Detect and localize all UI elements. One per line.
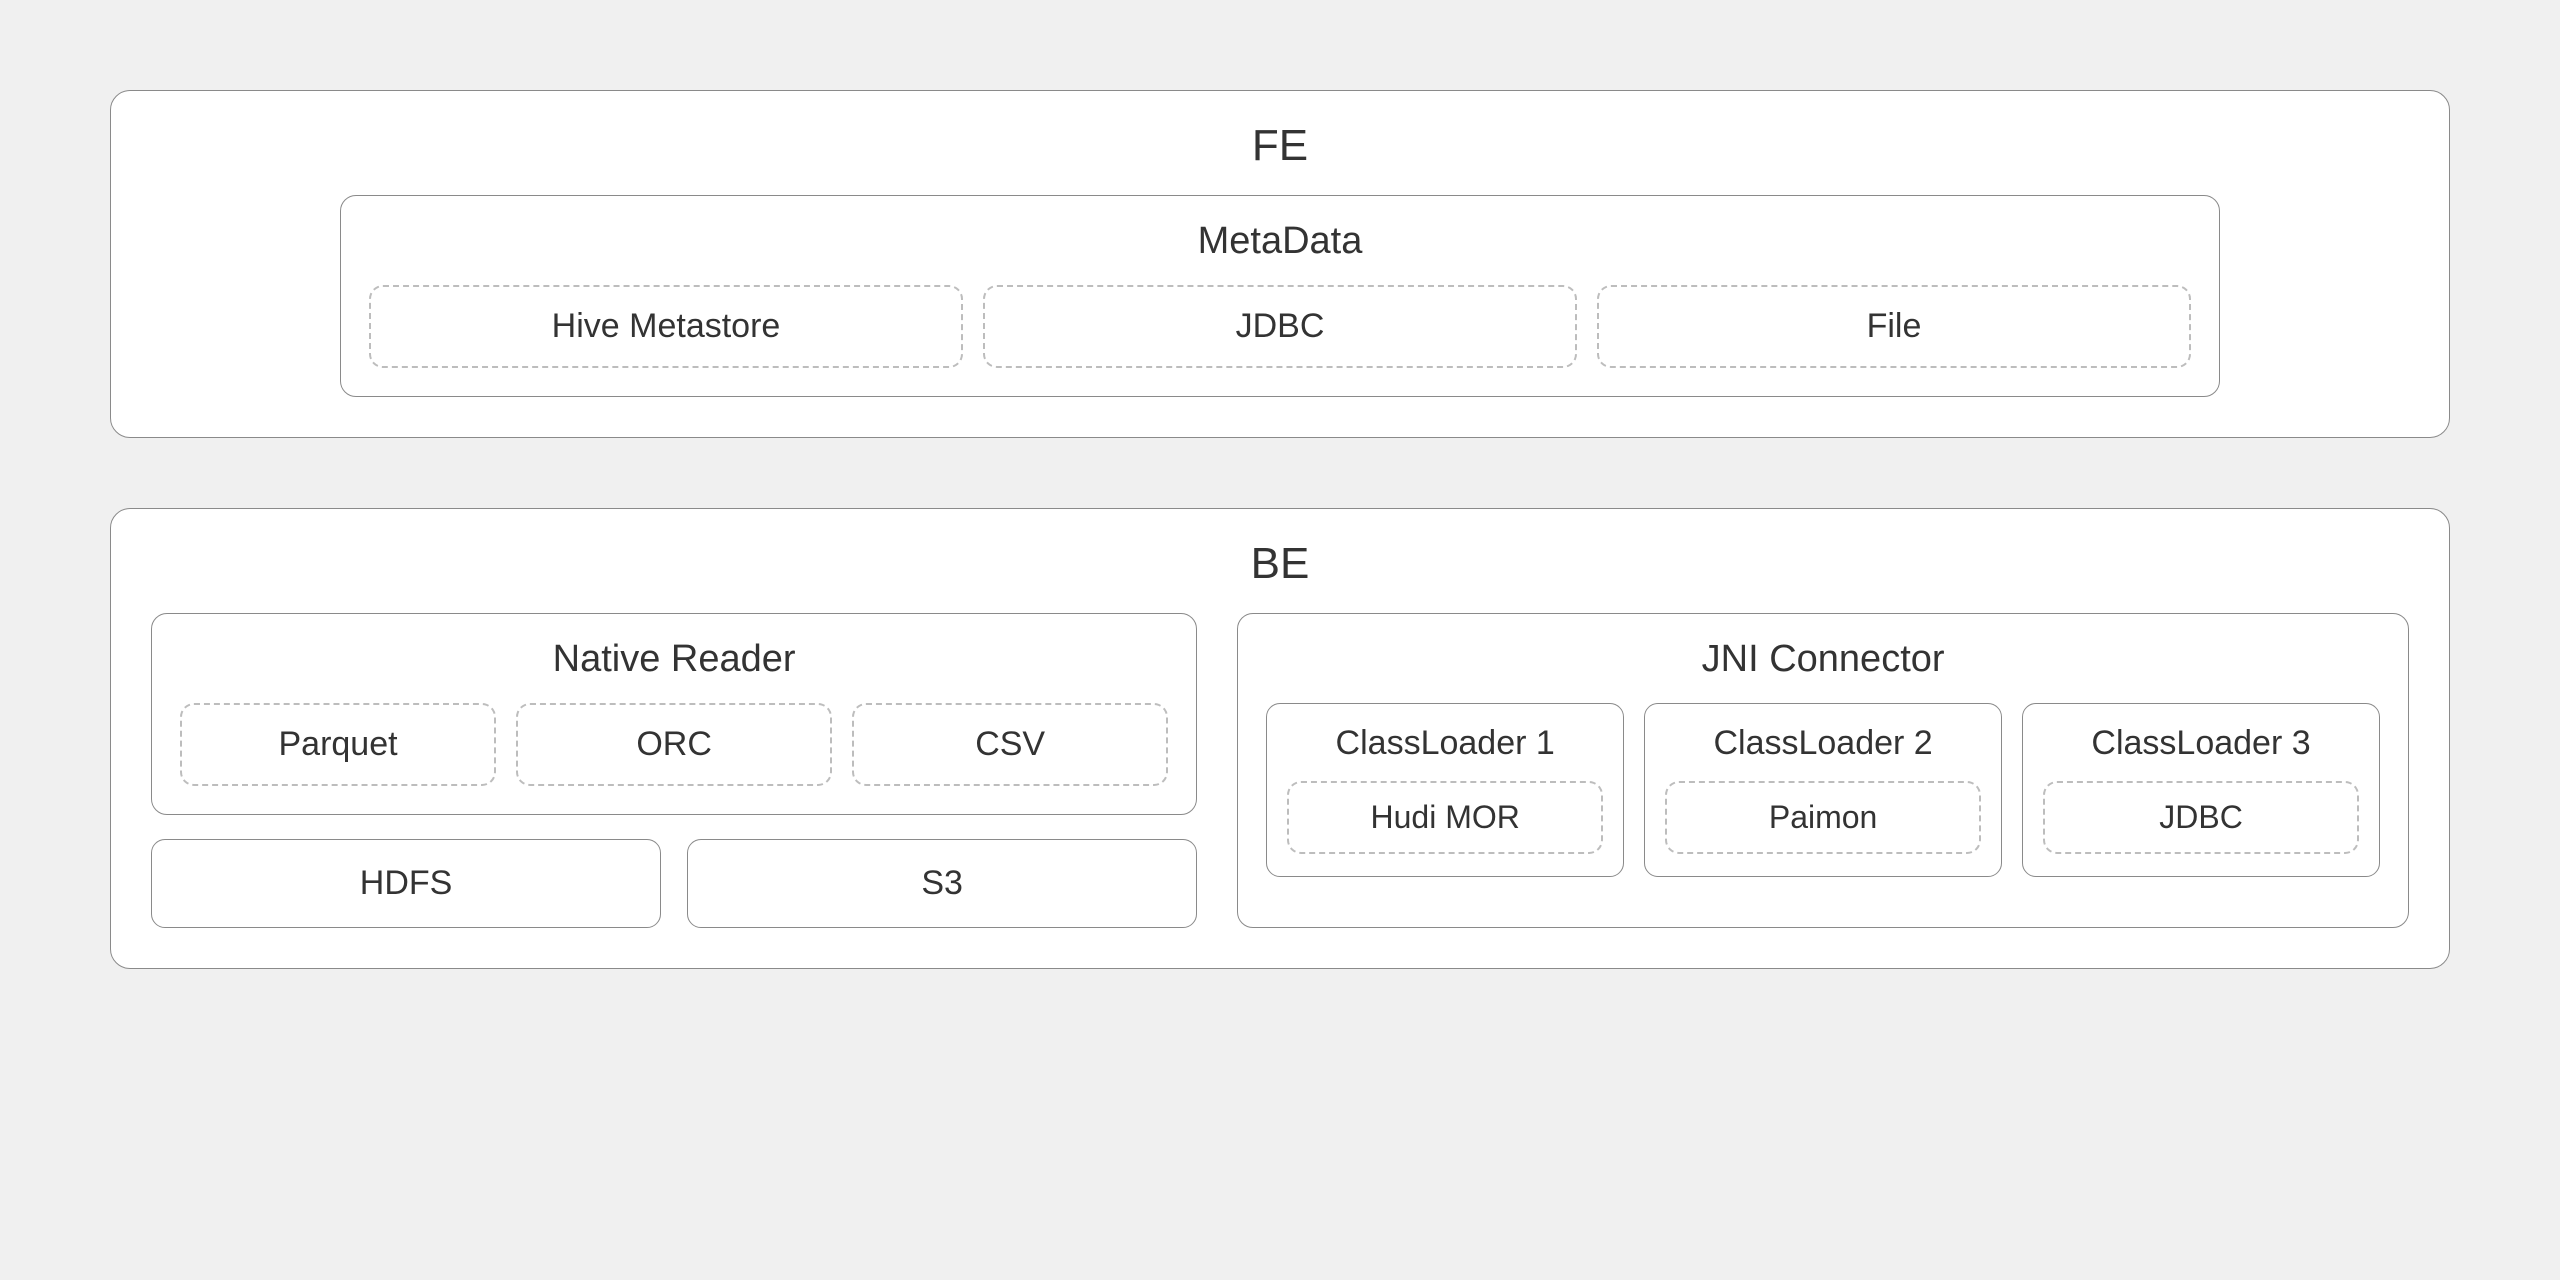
- jni-connector-title: JNI Connector: [1266, 638, 2380, 681]
- metadata-item-hive: Hive Metastore: [369, 285, 963, 368]
- native-reader-title: Native Reader: [180, 638, 1168, 681]
- classloader-3-title: ClassLoader 3: [2043, 724, 2359, 763]
- format-orc: ORC: [516, 703, 832, 786]
- metadata-panel: MetaData Hive Metastore JDBC File: [340, 195, 2220, 397]
- classloader-2: ClassLoader 2 Paimon: [1644, 703, 2002, 877]
- format-csv: CSV: [852, 703, 1168, 786]
- metadata-item-jdbc: JDBC: [983, 285, 1577, 368]
- metadata-item-file: File: [1597, 285, 2191, 368]
- be-title: BE: [151, 539, 2409, 589]
- fe-title: FE: [151, 121, 2409, 171]
- storage-hdfs: HDFS: [151, 839, 661, 928]
- classloader-1-title: ClassLoader 1: [1287, 724, 1603, 763]
- fe-panel: FE MetaData Hive Metastore JDBC File: [110, 90, 2450, 438]
- classloader-2-title: ClassLoader 2: [1665, 724, 1981, 763]
- classloader-3: ClassLoader 3 JDBC: [2022, 703, 2380, 877]
- jni-connector-panel: JNI Connector ClassLoader 1 Hudi MOR Cla…: [1237, 613, 2409, 928]
- storage-s3: S3: [687, 839, 1197, 928]
- be-left-column: Native Reader Parquet ORC CSV HDFS S3: [151, 613, 1197, 928]
- format-parquet: Parquet: [180, 703, 496, 786]
- classloader-1-impl: Hudi MOR: [1287, 781, 1603, 854]
- classloader-2-impl: Paimon: [1665, 781, 1981, 854]
- native-reader-panel: Native Reader Parquet ORC CSV: [151, 613, 1197, 815]
- classloader-3-impl: JDBC: [2043, 781, 2359, 854]
- metadata-title: MetaData: [369, 220, 2191, 263]
- be-panel: BE Native Reader Parquet ORC CSV HDFS S3: [110, 508, 2450, 969]
- diagram-canvas: FE MetaData Hive Metastore JDBC File BE …: [0, 0, 2560, 1280]
- classloader-1: ClassLoader 1 Hudi MOR: [1266, 703, 1624, 877]
